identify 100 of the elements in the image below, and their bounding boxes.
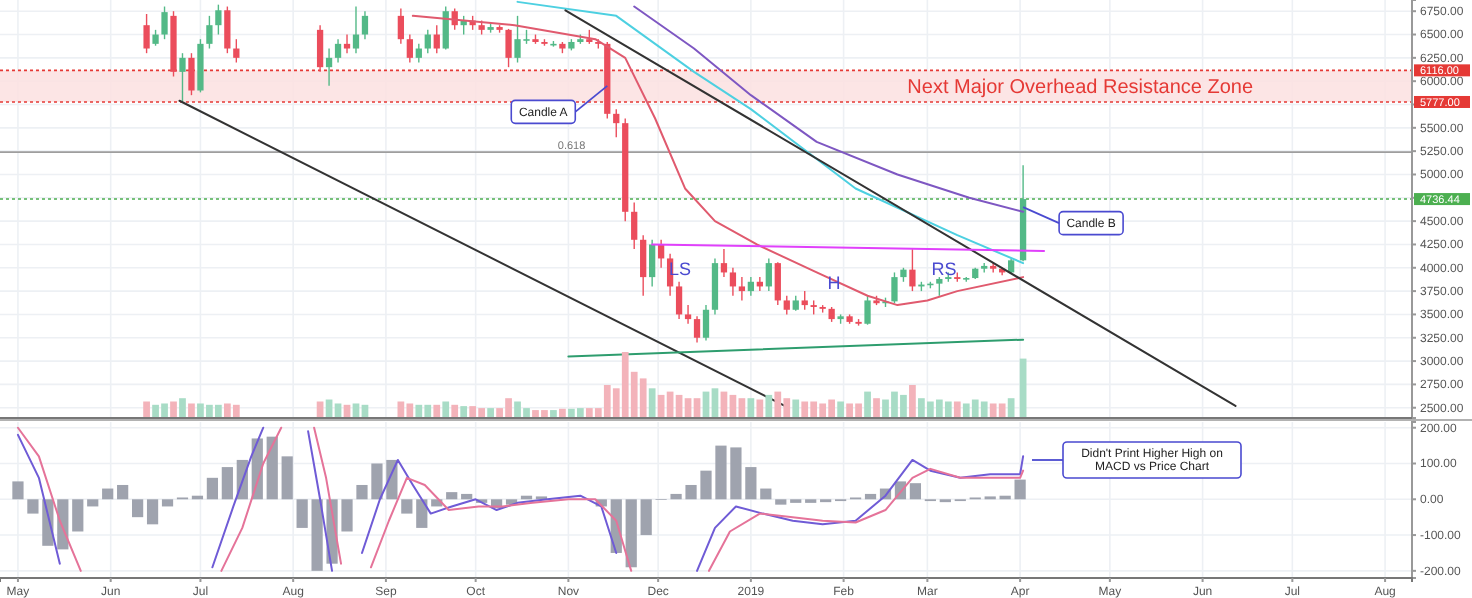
bar bbox=[944, 401, 952, 418]
candlestick bbox=[415, 43, 422, 64]
candlestick bbox=[729, 267, 737, 297]
candlestick bbox=[179, 52, 186, 103]
candlestick bbox=[747, 276, 755, 297]
bar bbox=[1007, 398, 1015, 418]
bar bbox=[487, 408, 494, 418]
candlestick bbox=[613, 108, 620, 138]
bar bbox=[461, 493, 473, 500]
annotation: RS bbox=[931, 259, 957, 279]
bar bbox=[132, 499, 144, 518]
bar bbox=[648, 388, 656, 418]
candlestick bbox=[206, 15, 213, 50]
bar bbox=[460, 406, 468, 418]
bar bbox=[266, 436, 278, 500]
bar bbox=[451, 404, 459, 418]
candlestick bbox=[783, 295, 790, 316]
candlestick bbox=[864, 295, 871, 326]
bar bbox=[281, 456, 293, 500]
bar bbox=[760, 488, 772, 500]
candlestick bbox=[334, 38, 342, 64]
bar bbox=[980, 401, 988, 418]
candlestick bbox=[343, 33, 351, 54]
bar bbox=[401, 499, 413, 514]
candlestick bbox=[161, 5, 168, 40]
candlestick bbox=[233, 38, 240, 64]
bar bbox=[12, 481, 24, 500]
bar bbox=[1014, 479, 1026, 500]
candlestick bbox=[224, 5, 231, 54]
candlestick bbox=[352, 5, 360, 54]
candlestick bbox=[909, 248, 916, 292]
candlestick bbox=[143, 13, 150, 54]
candlestick bbox=[424, 29, 431, 54]
candlestick bbox=[406, 33, 413, 64]
bar bbox=[397, 401, 405, 418]
bar bbox=[559, 408, 566, 418]
candlestick bbox=[891, 271, 898, 304]
bar bbox=[801, 401, 809, 418]
bar bbox=[909, 385, 916, 418]
candlestick bbox=[505, 28, 512, 68]
bar bbox=[765, 394, 773, 418]
bar bbox=[442, 401, 450, 418]
bar bbox=[909, 483, 922, 500]
candlestick bbox=[801, 290, 808, 311]
bar bbox=[179, 398, 186, 418]
bar bbox=[415, 404, 423, 418]
band-label: Next Major Overhead Resistance Zone bbox=[907, 77, 1254, 100]
candlestick bbox=[720, 248, 728, 278]
candlestick bbox=[188, 52, 195, 96]
bar bbox=[864, 391, 871, 418]
candlestick bbox=[197, 38, 204, 94]
bar bbox=[639, 378, 647, 418]
candlestick bbox=[433, 24, 440, 54]
candlestick bbox=[765, 257, 772, 292]
bar bbox=[576, 408, 584, 418]
candlestick bbox=[442, 5, 449, 51]
bar bbox=[188, 403, 195, 418]
candlestick bbox=[316, 24, 324, 73]
candlestick bbox=[215, 3, 222, 36]
bar bbox=[221, 467, 233, 500]
bar bbox=[775, 499, 787, 505]
bar bbox=[792, 399, 800, 418]
bar bbox=[953, 401, 961, 418]
bar bbox=[161, 499, 174, 507]
candlestick bbox=[325, 47, 333, 87]
bar bbox=[873, 398, 880, 418]
bar bbox=[837, 401, 844, 418]
candlestick bbox=[675, 281, 683, 320]
bar bbox=[625, 499, 637, 568]
bar bbox=[433, 404, 441, 418]
bar bbox=[550, 410, 557, 418]
bar bbox=[469, 406, 477, 418]
bar bbox=[87, 499, 99, 507]
bar bbox=[170, 401, 177, 418]
candlestick bbox=[684, 304, 692, 325]
candlestick bbox=[397, 7, 405, 45]
candlestick bbox=[702, 304, 710, 342]
candlestick bbox=[649, 239, 656, 288]
bar bbox=[998, 403, 1006, 418]
bar bbox=[774, 391, 782, 418]
candlestick bbox=[738, 276, 746, 302]
bar bbox=[446, 492, 458, 500]
candlestick bbox=[711, 257, 719, 316]
bar bbox=[232, 404, 240, 418]
candlestick bbox=[693, 315, 701, 344]
bar bbox=[72, 499, 84, 532]
bar bbox=[206, 477, 219, 500]
candlestick bbox=[361, 10, 369, 40]
bar bbox=[102, 488, 114, 500]
candlestick bbox=[631, 201, 638, 250]
bar bbox=[416, 499, 428, 528]
bar bbox=[143, 401, 150, 418]
candlestick bbox=[936, 276, 943, 297]
bar bbox=[864, 493, 877, 500]
bar bbox=[640, 499, 652, 536]
candlestick bbox=[640, 234, 647, 297]
candlestick bbox=[774, 261, 781, 306]
bar bbox=[146, 499, 159, 525]
bar bbox=[756, 399, 764, 418]
bar bbox=[117, 484, 129, 500]
